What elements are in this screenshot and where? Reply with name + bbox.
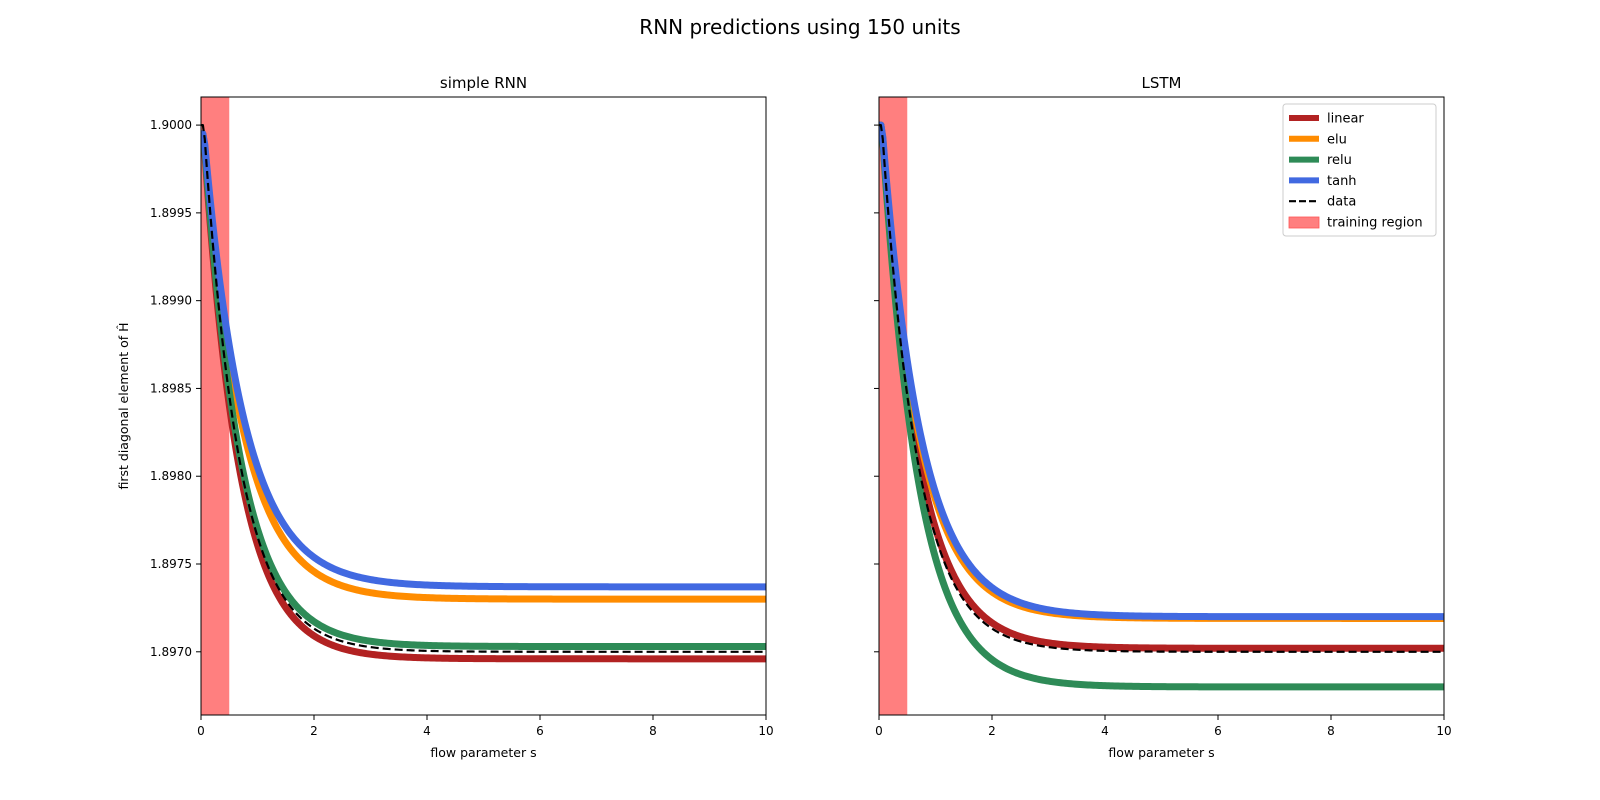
series-line-elu [201, 130, 766, 603]
x-tick-label: 8 [649, 724, 657, 738]
legend-label: elu [1327, 132, 1347, 147]
x-tick-label: 0 [875, 724, 883, 738]
panel-0: 0 2 4 6 8 10 1.8970 1.8975 1.8980 1.8985 1.8990 1.8… [116, 74, 774, 760]
legend-label: training region [1327, 216, 1423, 231]
legend: linear elu relu tanh data training region [1282, 103, 1437, 237]
y-tick-label: 1.8970 [150, 645, 192, 659]
x-tick-label: 0 [197, 724, 205, 738]
panel-1: 0 2 4 6 8 10 LSTM flow parameter s linear elu relu… [874, 74, 1452, 760]
legend-label: relu [1327, 153, 1352, 168]
x-tick-label: 6 [536, 724, 544, 738]
x-tick-label: 6 [1214, 724, 1222, 738]
x-tick-label: 4 [1101, 724, 1109, 738]
x-axis-label: flow parameter s [1108, 745, 1214, 760]
figure-title: RNN predictions using 150 units [639, 15, 960, 39]
y-axis-label: first diagonal element of Ĥ [116, 322, 131, 489]
series-line-tanh [201, 130, 766, 591]
series-line-linear [879, 121, 1444, 652]
x-axis-label: flow parameter s [430, 745, 536, 760]
series-line-data [201, 123, 766, 653]
legend-box [1282, 103, 1437, 237]
panel-title: simple RNN [440, 74, 527, 92]
y-tick-label: 1.8990 [150, 294, 192, 308]
series-line-tanh [879, 121, 1444, 621]
x-tick-label: 2 [988, 724, 996, 738]
y-tick-label: 1.9000 [150, 118, 192, 132]
axes-frame [200, 96, 767, 716]
y-tick-label: 1.8995 [150, 206, 192, 220]
x-tick-label: 4 [423, 724, 431, 738]
x-tick-label: 8 [1327, 724, 1335, 738]
series-line-relu [201, 130, 766, 651]
x-tick-label: 10 [1436, 724, 1451, 738]
legend-label: linear [1327, 112, 1364, 127]
legend-label: tanh [1327, 174, 1357, 189]
x-tick-label: 2 [310, 724, 318, 738]
panels: 0 2 4 6 8 10 1.8970 1.8975 1.8980 1.8985 1.8990 1.8… [116, 74, 1452, 760]
axes-frame [878, 96, 1445, 716]
series-line-linear [201, 133, 766, 663]
series-line-relu [879, 121, 1444, 691]
y-tick-label: 1.8985 [150, 381, 192, 395]
y-tick-label: 1.8975 [150, 557, 192, 571]
series-line-data [879, 123, 1444, 653]
y-tick-label: 1.8980 [150, 469, 192, 483]
x-tick-label: 10 [758, 724, 773, 738]
panel-title: LSTM [1142, 74, 1182, 92]
legend-label: data [1327, 195, 1356, 210]
legend-swatch-5 [1288, 216, 1320, 229]
